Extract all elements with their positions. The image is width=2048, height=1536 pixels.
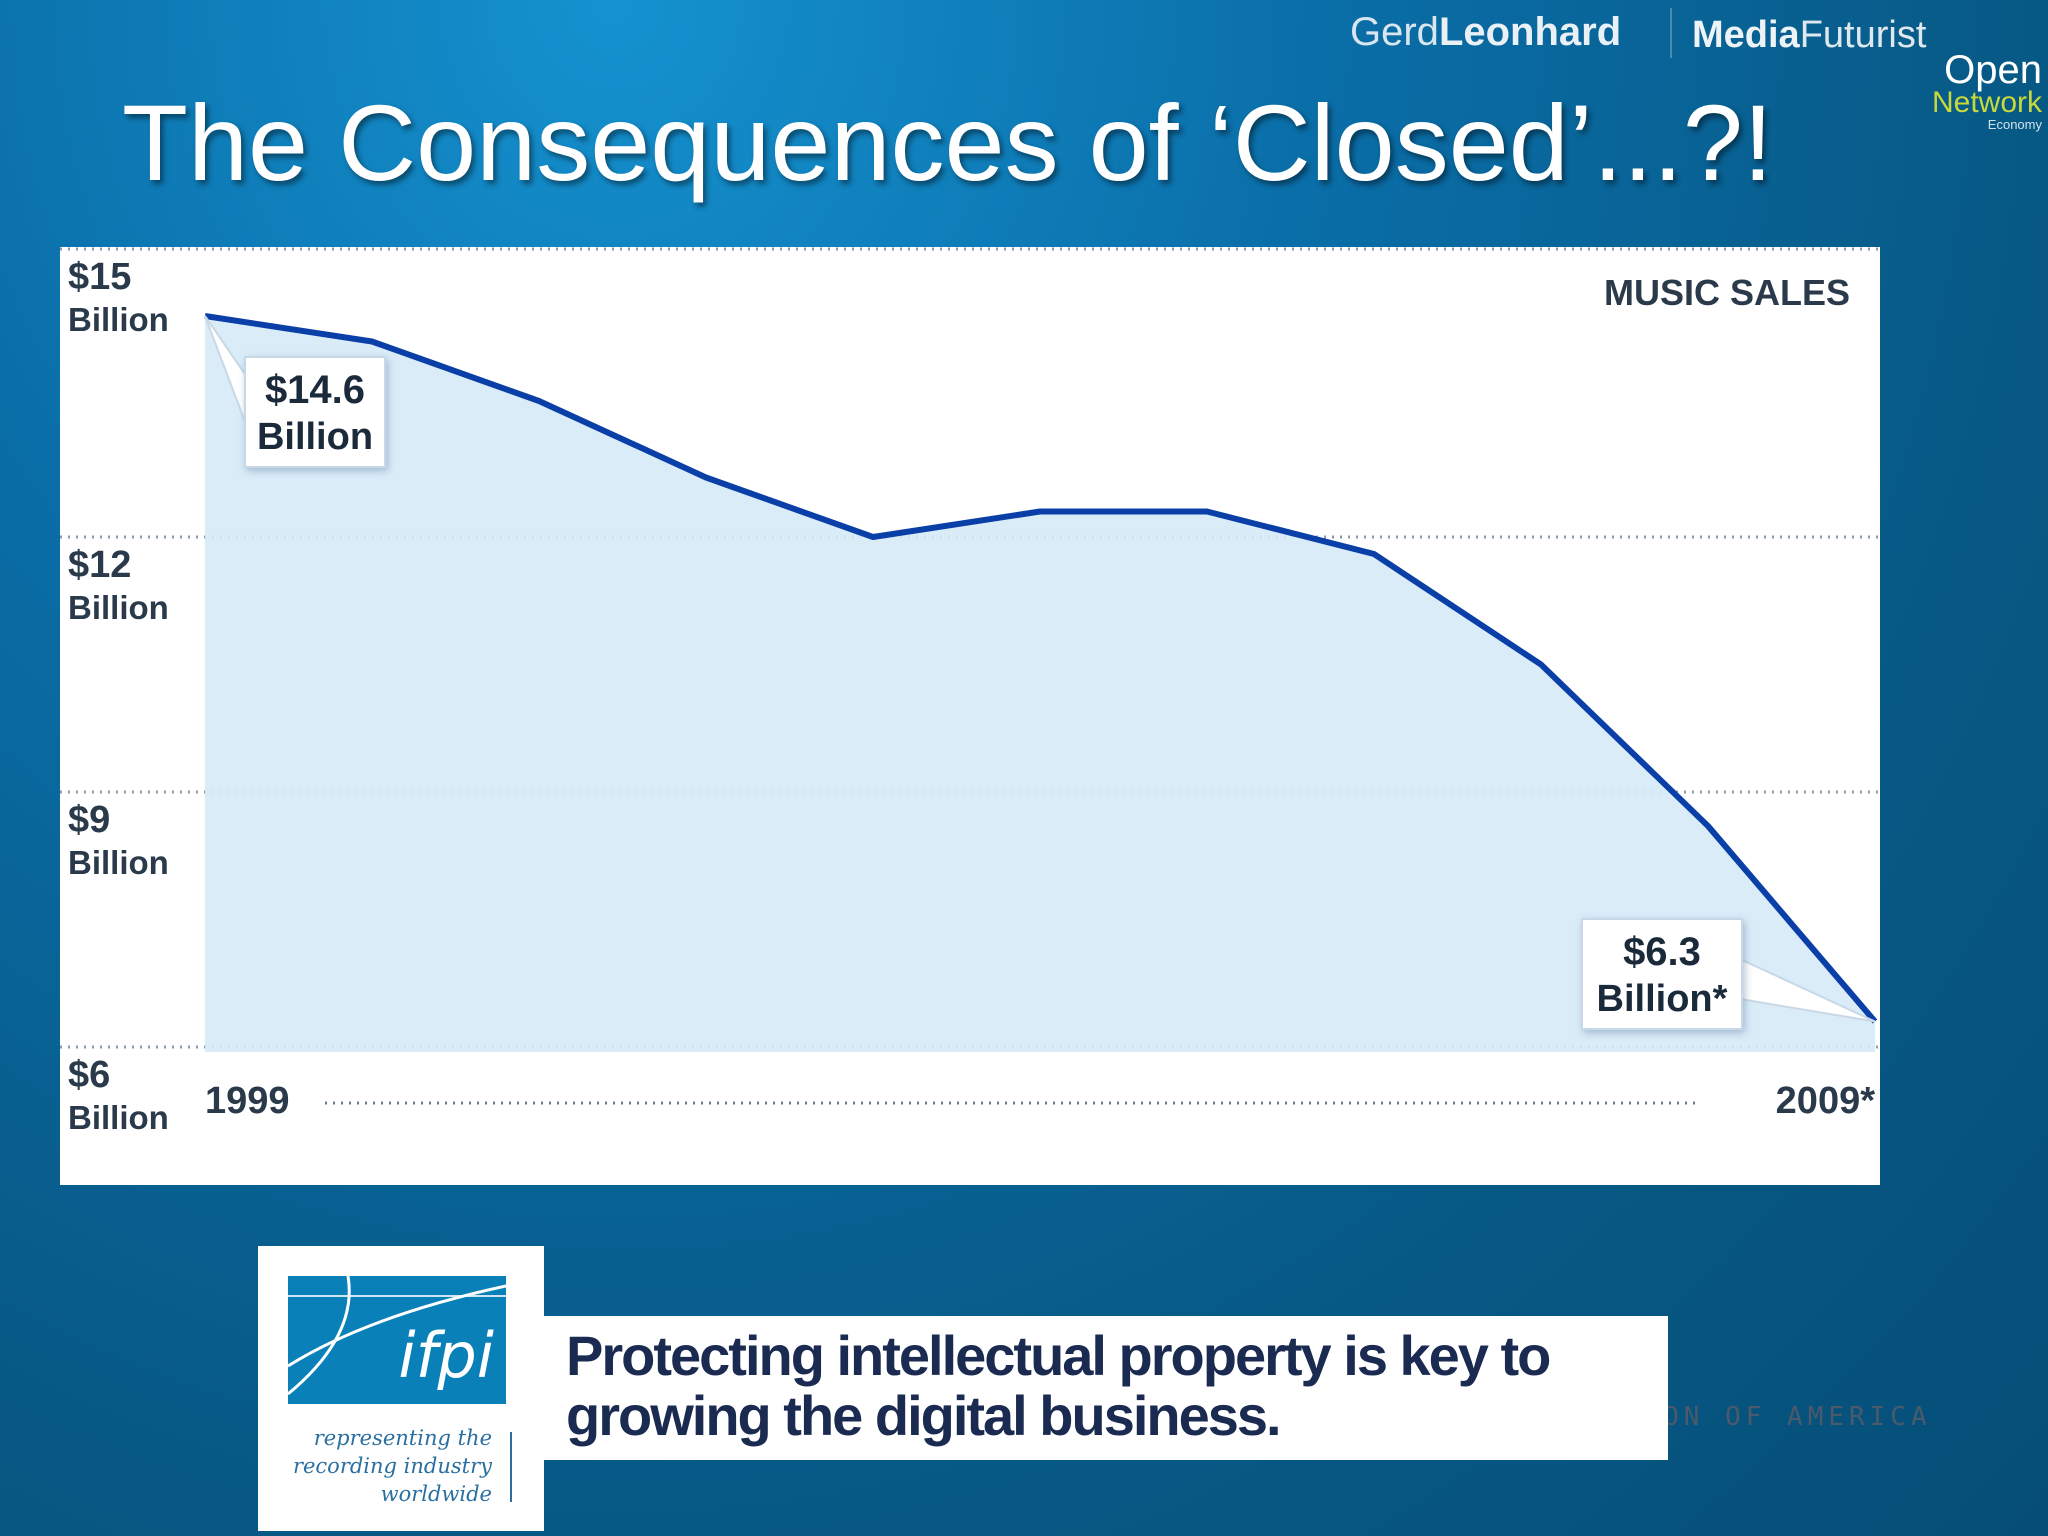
ifpi-tagline-line: representing the — [313, 1426, 492, 1450]
ifpi-tagline-line: worldwide — [380, 1482, 492, 1506]
y-tick-label: $12 — [68, 544, 131, 586]
brand-divider — [1670, 8, 1672, 58]
x-axis: 1999 2009* — [205, 1080, 1875, 1122]
y-tick-unit: Billion — [68, 1099, 169, 1136]
slogan-text: Protecting intellectual property is key … — [566, 1324, 1551, 1447]
ifpi-tagline-line: recording industry — [292, 1454, 492, 1478]
callout-value: $6.3 — [1623, 930, 1701, 974]
ifpi-logo: ifpi — [288, 1276, 506, 1404]
y-tick-label: $9 — [68, 799, 110, 841]
x-end-label: 2009* — [1776, 1080, 1876, 1122]
x-start-label: 1999 — [205, 1080, 290, 1122]
callout-box — [244, 356, 386, 468]
music-sales-chart: $15 Billion $12 Billion $9 Billion $6 Billion M… — [60, 247, 1927, 1432]
sales-area-fill — [205, 316, 1875, 1052]
callout-box — [1581, 918, 1743, 1030]
callout-unit: Billion* — [1597, 978, 1728, 1020]
slide-title: The Consequences of ‘Closed’...?! — [122, 82, 1773, 203]
logo-network-text: Network — [1931, 86, 2042, 119]
chart-title: MUSIC SALES — [1604, 272, 1850, 313]
ifpi-logo-text: ifpi — [398, 1319, 494, 1392]
y-tick-label: $6 — [68, 1054, 110, 1096]
y-tick-unit: Billion — [68, 589, 169, 626]
ifpi-tagline-bar — [510, 1432, 512, 1502]
ifpi-swoosh-icon — [288, 1276, 506, 1396]
brand-media-text: Media — [1692, 14, 1800, 56]
brand-leonhard-text: Leonhard — [1438, 10, 1622, 54]
brand-futurist-text: Futurist — [1799, 14, 1927, 56]
y-tick-label: $15 — [68, 256, 131, 298]
brand-gerd-leonhard: GerdLeonhard — [1350, 10, 1621, 55]
area-fill-layer — [204, 313, 1878, 1052]
brand-header: GerdLeonhard MediaFuturist — [1350, 8, 2040, 68]
ifpi-card: ifpi representing the recording industry… — [258, 1246, 544, 1531]
y-tick-unit: Billion — [68, 301, 169, 338]
y-tick-unit: Billion — [68, 844, 169, 881]
logo-open-text: Open — [1944, 48, 2042, 92]
brand-gerd-text: Gerd — [1350, 10, 1439, 54]
callout-value: $14.6 — [265, 368, 365, 412]
logo-economy-text: Economy — [1987, 117, 2042, 132]
slogan-box: Protecting intellectual property is key … — [544, 1316, 1668, 1460]
callout-unit: Billion — [257, 416, 373, 458]
brand-media-futurist: MediaFuturist — [1692, 14, 1926, 57]
open-network-economy-logo: Open Network Economy — [1932, 50, 2042, 131]
ifpi-tagline: representing the recording industry worl… — [292, 1424, 492, 1508]
